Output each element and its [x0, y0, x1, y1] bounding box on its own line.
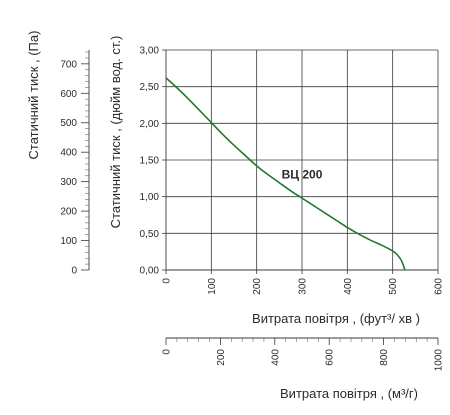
primary-x-tick-label: 100 — [207, 278, 218, 295]
series-line — [165, 77, 406, 271]
series-layer: ВЦ 200 — [165, 77, 406, 271]
series-label: ВЦ 200 — [282, 167, 323, 181]
primary-y-tick-label: 2,50 — [140, 82, 160, 93]
primary-x-axis-title: Витрата повітря , (фут³/ хв ) — [252, 311, 420, 326]
secondary-x-tick-label: 600 — [325, 349, 336, 366]
secondary-y-tick-label: 400 — [60, 148, 77, 159]
primary-y-tick-label: 0,00 — [140, 266, 160, 277]
primary-y-tick-label: 1,00 — [140, 192, 160, 203]
secondary-y-axis: 0 100 200 300 400 500 600 700 — [60, 50, 90, 277]
primary-x-tick-label: 500 — [388, 278, 399, 295]
secondary-x-axis: 0 200 400 600 800 1000 — [162, 337, 445, 372]
primary-x-tick-label: 300 — [298, 278, 309, 295]
primary-x-tick-label: 200 — [252, 278, 263, 295]
secondary-y-tick-label: 200 — [60, 207, 77, 218]
primary-y-tick-label: 3,00 — [140, 46, 160, 57]
secondary-y-tick-label: 500 — [60, 118, 77, 129]
secondary-y-tick-label: 300 — [60, 177, 77, 188]
secondary-x-tick-label: 1000 — [434, 349, 445, 372]
primary-x-tick-label: 0 — [162, 278, 173, 284]
secondary-y-tick-label: 700 — [60, 59, 77, 70]
secondary-x-tick-label: 200 — [216, 349, 227, 366]
primary-y-axis-title: Статичний тиск , (дюйм вод. ст.) — [108, 36, 123, 229]
primary-y-tick-label: 0,50 — [140, 229, 160, 240]
primary-y-tick-label: 2,00 — [140, 119, 160, 130]
secondary-y-tick-label: 600 — [60, 89, 77, 100]
primary-y-ticks: 0,00 0,50 1,00 1,50 2,00 2,50 3,00 — [140, 46, 166, 277]
secondary-y-axis-title: Статичний тиск , (Па) — [26, 31, 41, 160]
secondary-x-tick-label: 0 — [162, 349, 173, 355]
secondary-x-axis-title: Витрата повітря , (м³/г) — [280, 386, 418, 401]
secondary-x-tick-label: 400 — [270, 349, 281, 366]
primary-y-tick-label: 1,50 — [140, 156, 160, 167]
primary-x-tick-label: 600 — [434, 278, 445, 295]
primary-x-ticks: 0 100 200 300 400 500 600 — [162, 270, 445, 295]
primary-x-tick-label: 400 — [343, 278, 354, 295]
secondary-y-tick-label: 100 — [60, 236, 77, 247]
grid-lines — [166, 49, 439, 270]
secondary-y-tick-label: 0 — [71, 266, 77, 277]
secondary-x-tick-label: 800 — [379, 349, 390, 366]
